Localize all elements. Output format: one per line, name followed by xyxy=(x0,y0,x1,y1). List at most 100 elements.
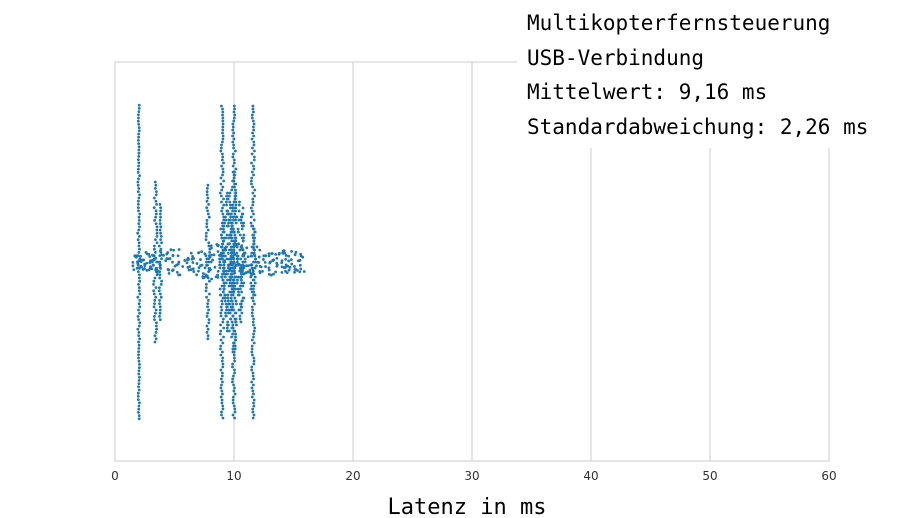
data-point xyxy=(137,372,141,376)
data-point xyxy=(249,287,253,291)
data-point xyxy=(137,177,140,181)
data-point xyxy=(230,281,234,285)
data-point xyxy=(221,212,225,216)
x-tick-label-0: 0 xyxy=(111,469,119,483)
data-point xyxy=(232,218,235,222)
data-point xyxy=(221,416,225,420)
data-point xyxy=(232,146,235,150)
data-point xyxy=(137,110,141,113)
data-point xyxy=(137,113,140,117)
data-point xyxy=(137,148,141,152)
data-point xyxy=(158,292,162,296)
x-tick-label-30: 30 xyxy=(464,469,479,483)
data-point xyxy=(234,311,238,315)
data-point xyxy=(230,326,234,330)
data-point xyxy=(137,379,141,382)
data-point xyxy=(222,290,225,294)
data-point xyxy=(231,209,234,213)
data-point xyxy=(251,191,255,195)
data-point xyxy=(240,290,244,294)
data-point xyxy=(229,317,232,321)
data-point xyxy=(177,273,180,277)
data-point xyxy=(233,197,237,201)
data-point xyxy=(227,236,230,240)
data-point xyxy=(136,158,140,162)
data-point xyxy=(251,185,255,189)
data-point xyxy=(234,203,238,207)
data-point xyxy=(158,315,161,318)
data-point xyxy=(149,259,152,263)
data-point xyxy=(210,277,214,281)
data-point xyxy=(252,401,255,405)
data-point xyxy=(251,104,255,108)
data-point xyxy=(205,260,208,264)
data-point xyxy=(219,377,223,381)
data-point xyxy=(257,255,261,259)
data-point xyxy=(167,271,171,275)
data-point xyxy=(290,249,293,253)
data-point xyxy=(197,269,200,273)
data-point xyxy=(264,265,267,268)
data-point xyxy=(233,359,236,363)
data-point xyxy=(239,257,243,261)
data-point xyxy=(241,296,245,300)
data-point xyxy=(221,119,225,123)
data-point xyxy=(230,335,234,339)
data-point xyxy=(138,363,141,366)
data-point xyxy=(233,212,237,216)
data-point xyxy=(234,299,238,303)
data-point xyxy=(206,212,210,216)
data-point xyxy=(158,273,162,277)
data-point xyxy=(221,110,225,114)
data-point xyxy=(137,107,141,110)
data-point xyxy=(252,317,255,321)
data-point xyxy=(236,230,240,234)
data-point xyxy=(238,233,242,237)
data-point xyxy=(219,176,223,180)
data-point xyxy=(137,289,141,293)
data-point xyxy=(136,398,140,401)
data-point xyxy=(268,261,272,265)
data-point xyxy=(232,245,236,249)
data-point xyxy=(155,225,159,229)
data-point xyxy=(293,268,297,271)
data-point xyxy=(208,251,212,254)
data-point xyxy=(241,284,245,288)
data-point xyxy=(221,185,225,189)
data-point xyxy=(226,197,230,201)
data-point xyxy=(299,267,303,271)
data-point xyxy=(154,286,158,289)
data-point xyxy=(204,231,208,235)
data-point xyxy=(137,241,141,245)
data-points xyxy=(131,103,306,421)
data-point xyxy=(299,252,303,256)
data-point xyxy=(219,329,223,333)
data-point xyxy=(221,317,225,321)
data-point xyxy=(250,386,254,390)
data-point xyxy=(222,218,226,222)
data-point xyxy=(222,197,225,201)
data-point xyxy=(252,239,256,243)
data-point xyxy=(250,161,253,165)
data-point xyxy=(233,296,237,300)
data-point xyxy=(234,194,238,198)
data-point xyxy=(267,266,271,270)
data-point xyxy=(270,252,274,255)
data-point xyxy=(152,292,156,296)
data-point xyxy=(155,203,158,206)
data-point xyxy=(152,196,156,200)
data-point xyxy=(223,259,226,263)
data-point xyxy=(152,305,156,309)
data-point xyxy=(145,269,149,272)
data-point xyxy=(136,190,140,194)
data-point xyxy=(242,221,246,225)
data-point xyxy=(221,356,225,360)
chart-info-box: Multikopterfernsteuerung USB-Verbindung … xyxy=(517,6,917,148)
data-point xyxy=(137,209,140,213)
data-point xyxy=(209,244,213,248)
data-point xyxy=(177,248,181,251)
data-point xyxy=(221,140,224,144)
data-point xyxy=(137,276,141,280)
data-point xyxy=(221,392,224,396)
data-point xyxy=(205,315,209,318)
